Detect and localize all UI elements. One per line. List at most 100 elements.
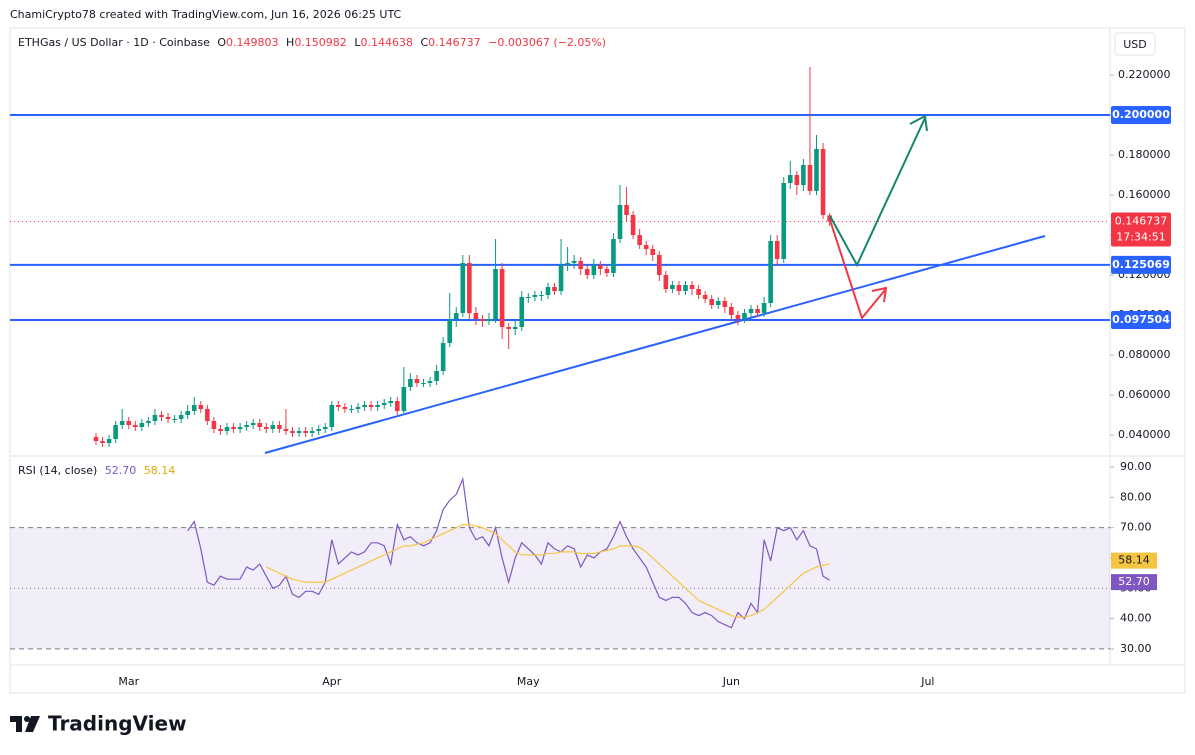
candle-body	[440, 343, 446, 371]
y-tick-label: 0.160000	[1118, 188, 1171, 201]
candle-body	[414, 379, 420, 383]
candle-body	[755, 309, 760, 313]
candle-body	[663, 275, 669, 289]
currency-button[interactable]	[1114, 32, 1156, 56]
ohlc-letter: L	[354, 36, 361, 49]
candle-body	[591, 265, 597, 275]
brand-logo	[10, 716, 40, 732]
candle-body	[264, 427, 269, 429]
candle-body	[637, 235, 642, 245]
candle-body	[165, 417, 171, 419]
level-tag-label: 0.125069	[1112, 258, 1170, 271]
candle-body	[303, 431, 308, 433]
level-tag	[1111, 310, 1171, 329]
x-tick-label: May	[517, 675, 540, 688]
candle-body	[205, 409, 210, 421]
candle-body	[467, 263, 472, 313]
candle-body	[545, 287, 551, 295]
candle-body	[257, 423, 263, 427]
x-tick-label: Jun	[722, 675, 740, 688]
countdown: 17:34:51	[1116, 231, 1165, 244]
candle-body	[408, 379, 413, 387]
candle-body	[748, 309, 754, 313]
candle-body	[702, 295, 708, 299]
credit: ChamiCrypto78 created with TradingView.c…	[10, 8, 402, 21]
candle-body	[133, 425, 138, 427]
candle-body	[598, 265, 603, 269]
candle-body	[349, 409, 354, 410]
rsi-name: RSI (14, close)	[18, 464, 98, 477]
candle-body	[283, 429, 289, 431]
candle-body	[696, 289, 701, 295]
candle-body	[689, 285, 695, 289]
candle-body	[93, 437, 99, 441]
legend-row: ETHGas / US Dollar · 1D · Coinbase O0.14…	[18, 36, 610, 49]
candle-body	[178, 415, 184, 419]
candle-body	[152, 415, 158, 421]
candle-body	[296, 431, 302, 433]
candle-body	[146, 421, 151, 423]
candle-body	[512, 327, 518, 329]
logo-part	[24, 716, 30, 722]
candle-body	[539, 295, 544, 296]
candle-body	[571, 261, 577, 263]
arrow-head	[909, 114, 928, 132]
candle-body	[761, 303, 767, 313]
candle-body	[395, 401, 400, 411]
y-tick-label: 30.00	[1120, 642, 1152, 655]
ohlc-value: 0.149803	[226, 36, 279, 49]
candle-body	[290, 431, 295, 433]
y-tick-label: 40.00	[1120, 612, 1152, 625]
candle-body	[237, 427, 243, 429]
x-tick-label: Jul	[920, 675, 934, 688]
candle-body	[499, 269, 505, 327]
candle-body	[447, 319, 452, 343]
candle-body	[185, 411, 190, 415]
candle-body	[794, 175, 800, 185]
candle-body	[172, 419, 177, 420]
candle-body	[781, 183, 787, 259]
candle-body	[532, 295, 538, 297]
candle-body	[827, 215, 832, 222]
bullish-arrow	[829, 114, 928, 268]
ohlc-letter: H	[286, 36, 295, 49]
candle-body	[231, 427, 236, 429]
rsi-background	[10, 527, 1110, 650]
level-tag	[1111, 106, 1171, 124]
level-tag	[1111, 255, 1171, 274]
arrow-path	[829, 117, 926, 268]
last-price-tag	[1111, 212, 1171, 247]
candle-body	[250, 423, 256, 425]
ohlc-value: 0.144638	[360, 36, 413, 49]
candle-body	[381, 403, 387, 405]
y-tick-label: 0.060000	[1118, 388, 1171, 401]
candle-body	[244, 425, 249, 427]
rsi-tag	[1111, 574, 1157, 591]
candle-body	[277, 425, 282, 429]
candle-body	[309, 431, 315, 433]
candle-body	[624, 205, 629, 215]
candle-body	[683, 285, 688, 291]
candle-body	[198, 405, 204, 409]
candle-body	[388, 401, 394, 403]
y-tick-label: 0.220000	[1118, 68, 1171, 81]
candle-body	[814, 149, 819, 191]
candle-body	[362, 405, 367, 407]
candle-body	[473, 313, 479, 319]
candle-body	[191, 405, 197, 411]
candle-body	[486, 319, 492, 321]
rsi-tag-label: 52.70	[1118, 575, 1150, 588]
rsi-line	[266, 524, 830, 618]
candle-body	[159, 415, 164, 417]
candle-body	[480, 319, 485, 321]
candle-body	[650, 249, 656, 255]
rsi-tag-label: 58.14	[1118, 554, 1150, 567]
candle-body	[565, 263, 570, 265]
candle-body	[643, 245, 649, 249]
y-tick-label: 0.080000	[1118, 348, 1171, 361]
candle-body	[558, 265, 564, 291]
candle-body	[270, 425, 276, 429]
candle-body	[526, 297, 531, 298]
candle-body	[434, 371, 439, 381]
